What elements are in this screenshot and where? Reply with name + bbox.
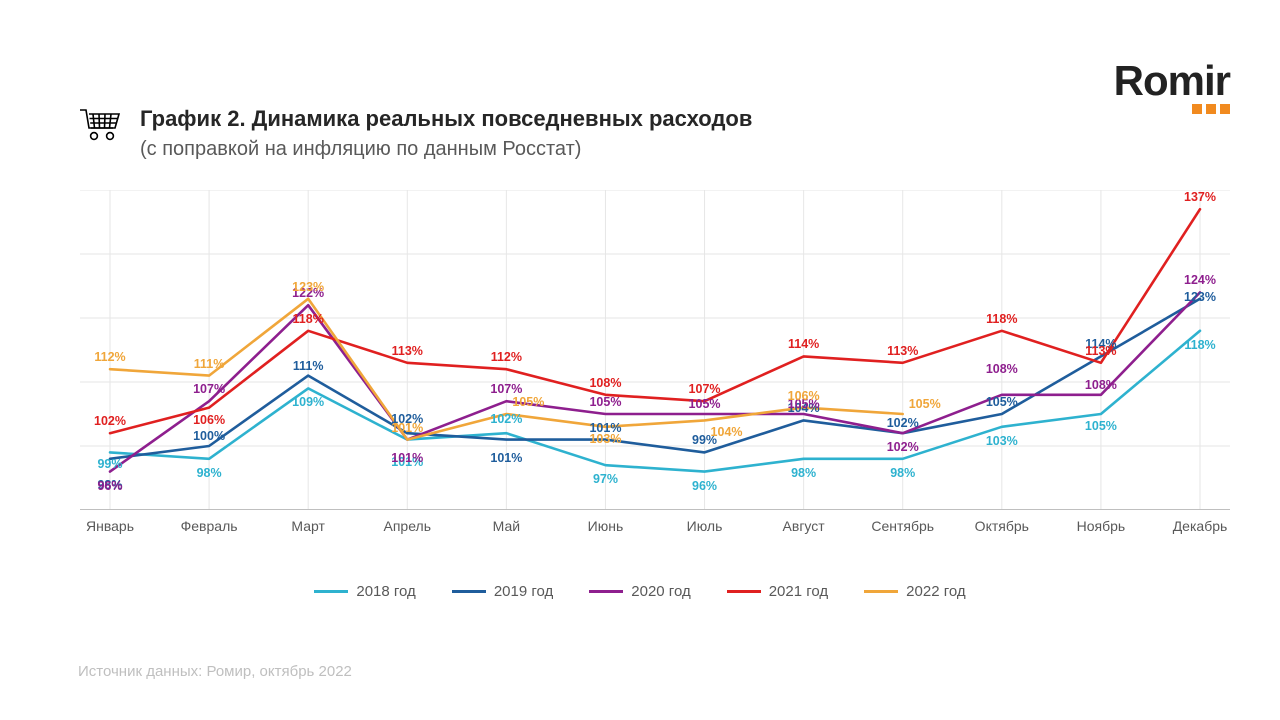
data-label: 118% (1184, 338, 1215, 352)
data-label: 108% (1085, 378, 1117, 392)
legend-label: 2019 год (494, 583, 553, 600)
legend-label: 2022 год (906, 583, 965, 600)
cart-icon (78, 104, 122, 144)
data-label: 100% (193, 429, 225, 443)
x-axis-label: Февраль (181, 518, 238, 534)
data-label: 101% (391, 421, 423, 435)
data-label: 104% (711, 425, 743, 439)
legend-item: 2020 год (589, 583, 690, 600)
chart-title: График 2. Динамика реальных повседневных… (140, 104, 752, 134)
x-axis-label: Ноябрь (1077, 518, 1126, 534)
legend-swatch (864, 590, 898, 593)
data-label: 113% (887, 344, 918, 358)
data-label: 103% (986, 434, 1018, 448)
data-label: 112% (94, 350, 125, 364)
data-label: 102% (94, 414, 126, 428)
source-note: Источник данных: Ромир, октябрь 2022 (78, 663, 352, 680)
legend-swatch (452, 590, 486, 593)
data-label: 123% (1184, 290, 1216, 304)
data-label: 105% (909, 397, 941, 411)
brand-logo-dots (1114, 104, 1230, 114)
legend-swatch (589, 590, 623, 593)
data-label: 103% (589, 432, 621, 446)
data-label: 108% (986, 362, 1018, 376)
data-label: 123% (292, 280, 324, 294)
x-axis-label: Апрель (384, 518, 432, 534)
legend-item: 2022 год (864, 583, 965, 600)
data-label: 98% (791, 466, 816, 480)
data-label: 112% (491, 350, 522, 364)
data-label: 102% (887, 416, 919, 430)
data-label: 98% (197, 466, 222, 480)
data-label: 102% (490, 412, 522, 426)
data-label: 107% (193, 382, 225, 396)
data-label: 106% (193, 413, 225, 427)
x-axis-label: Март (291, 518, 325, 534)
x-axis-label: Октябрь (975, 518, 1029, 534)
data-label: 137% (1184, 190, 1216, 204)
legend-label: 2018 год (356, 583, 415, 600)
data-label: 105% (589, 395, 621, 409)
chart-subtitle: (с поправкой на инфляцию по данным Росст… (140, 136, 752, 163)
data-label: 109% (292, 395, 324, 409)
data-label: 98% (890, 466, 915, 480)
data-label: 113% (392, 344, 423, 358)
data-label: 101% (391, 451, 423, 465)
data-label: 114% (788, 337, 819, 351)
data-label: 111% (293, 359, 324, 373)
data-label: 96% (692, 479, 717, 493)
legend-swatch (314, 590, 348, 593)
data-label: 106% (788, 389, 820, 403)
legend-label: 2021 год (769, 583, 828, 600)
legend-item: 2018 год (314, 583, 415, 600)
brand-logo: Romir (1114, 60, 1230, 114)
data-label: 105% (689, 397, 721, 411)
data-label: 124% (1184, 273, 1216, 287)
data-labels: 99% 98% 109% 101% 102% 97% 96% 98% 98% 103% 105% 11… (80, 190, 1230, 510)
data-label: 105% (512, 395, 544, 409)
x-axis-label: Июль (687, 518, 723, 534)
data-label: 101% (490, 451, 522, 465)
data-label: 97% (593, 472, 618, 486)
data-label: 113% (1085, 344, 1116, 358)
x-axis-label: Июнь (588, 518, 624, 534)
line-chart: 99% 98% 109% 101% 102% 97% 96% 98% 98% 103% 105% 11… (80, 190, 1230, 560)
data-label: 99% (97, 457, 122, 471)
data-label: 107% (689, 382, 721, 396)
legend-label: 2020 год (631, 583, 690, 600)
data-label: 105% (1085, 419, 1117, 433)
data-label: 96% (97, 479, 122, 493)
plot-area: 99% 98% 109% 101% 102% 97% 96% 98% 98% 103% 105% 11… (80, 190, 1230, 510)
data-label: 102% (887, 440, 919, 454)
data-label: 111% (194, 357, 225, 371)
brand-logo-text: Romir (1114, 60, 1230, 102)
legend-item: 2019 год (452, 583, 553, 600)
legend: 2018 год 2019 год 2020 год 2021 год 2022 год (0, 580, 1280, 600)
data-label: 105% (986, 395, 1018, 409)
x-axis-label: Май (493, 518, 520, 534)
x-axis: Январь Февраль Март Апрель Май Июнь Июль Август… (80, 510, 1230, 540)
x-axis-label: Декабрь (1173, 518, 1228, 534)
chart-header: График 2. Динамика реальных повседневных… (78, 104, 752, 163)
x-axis-label: Август (783, 518, 825, 534)
x-axis-label: Сентябрь (871, 518, 934, 534)
x-axis-label: Январь (86, 518, 134, 534)
legend-swatch (727, 590, 761, 593)
data-label: 108% (589, 376, 621, 390)
data-label: 118% (293, 312, 324, 326)
legend-item: 2021 год (727, 583, 828, 600)
data-label: 118% (986, 312, 1017, 326)
